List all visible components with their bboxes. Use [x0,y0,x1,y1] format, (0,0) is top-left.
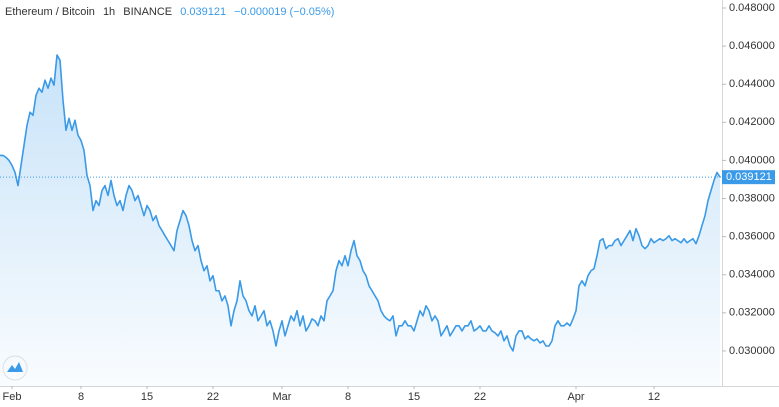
x-tick-label: 22 [474,391,486,403]
header: Ethereum / Bitcoin 1h BINANCE 0.039121 −… [5,6,339,18]
last-price: 0.039121 [180,6,227,18]
y-tick-label: 0.042000 [729,116,775,128]
y-tick-label: 0.044000 [729,78,775,90]
y-tick-label: 0.036000 [729,231,775,243]
last-price-box [722,170,775,185]
symbol: Ethereum / Bitcoin [5,6,95,18]
interval: 1h [102,6,116,18]
x-tick-label: 22 [207,391,219,403]
price-change: −0.000019 (−0.05%) [234,6,335,18]
exchange: BINANCE [123,6,173,18]
x-tick-label: 12 [648,391,660,403]
x-tick-label: 8 [78,391,84,403]
y-tick-label: 0.038000 [729,192,775,204]
x-tick-label: 8 [345,391,351,403]
x-tick-label: Feb [3,391,22,403]
y-tick-label: 0.040000 [729,154,775,166]
x-tick-label: 15 [408,391,420,403]
y-tick-label: 0.032000 [729,307,775,319]
x-tick-label: Mar [273,391,292,403]
y-tick-label: 0.048000 [729,2,775,14]
price-line [0,54,721,352]
y-tick-label: 0.034000 [729,269,775,281]
y-tick-label: 0.046000 [729,40,775,52]
x-tick-label: Apr [567,391,584,403]
x-tick-label: 15 [141,391,153,403]
area-fill [0,55,720,387]
y-tick-label: 0.030000 [729,345,775,357]
last-price-label: 0.039121 [726,171,772,183]
